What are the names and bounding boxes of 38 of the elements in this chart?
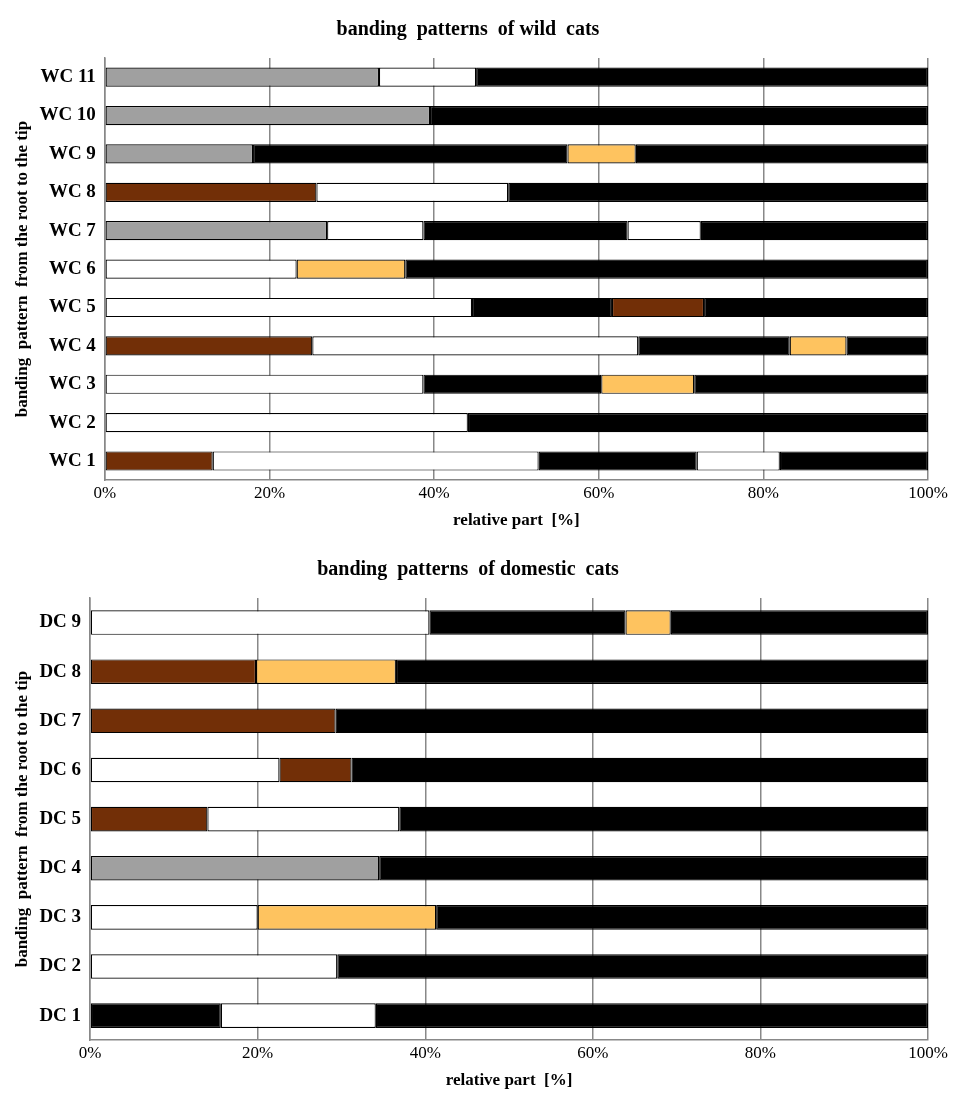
x-axis-title: relative part [%]: [445, 1070, 573, 1090]
x-tick-label: 80%: [747, 482, 779, 502]
y-tick-label: WC 2: [48, 410, 96, 432]
x-axis-title: relative part [%]: [453, 510, 580, 530]
y-tick-label: DC 8: [39, 659, 82, 681]
x-tick-label: 100%: [908, 482, 948, 502]
y-axis-title: banding pattern from the root to the tip: [11, 670, 31, 968]
y-tick-label: WC 5: [48, 295, 96, 317]
y-tick-label: WC 7: [48, 218, 97, 240]
y-tick-label: WC 1: [48, 448, 96, 470]
x-tick-label: 40%: [409, 1042, 441, 1062]
y-tick-label: DC 9: [39, 610, 82, 632]
y-tick-label: WC 8: [48, 180, 96, 202]
y-axis-title: banding pattern from the root to the tip: [11, 120, 31, 418]
y-tick-label: DC 4: [39, 856, 82, 878]
y-tick-label: DC 5: [39, 807, 82, 829]
y-tick-label: DC 7: [39, 708, 82, 730]
x-tick-label: 80%: [744, 1042, 776, 1062]
y-tick-label: DC 6: [39, 757, 82, 779]
chart-title: banding patterns of domestic cats: [317, 557, 620, 581]
x-tick-label: 40%: [418, 482, 450, 502]
y-tick-label: WC 4: [48, 333, 97, 355]
x-tick-label: 60%: [577, 1042, 609, 1062]
y-tick-label: WC 6: [48, 257, 96, 279]
y-tick-label: WC 10: [39, 103, 96, 125]
x-tick-label: 100%: [908, 1042, 948, 1062]
y-tick-label: DC 3: [39, 905, 82, 927]
x-tick-label: 0%: [78, 1042, 102, 1062]
y-tick-label: WC 11: [40, 65, 96, 87]
x-tick-label: 20%: [253, 482, 286, 502]
x-tick-label: 20%: [242, 1042, 274, 1062]
chart-title: banding patterns of wild cats: [336, 17, 600, 41]
x-tick-label: 60%: [583, 482, 615, 502]
x-tick-label: 0%: [93, 482, 117, 502]
y-tick-label: WC 9: [48, 141, 96, 163]
y-tick-label: DC 1: [39, 1003, 82, 1025]
y-tick-label: DC 2: [39, 954, 82, 976]
y-tick-label: WC 3: [48, 372, 96, 394]
